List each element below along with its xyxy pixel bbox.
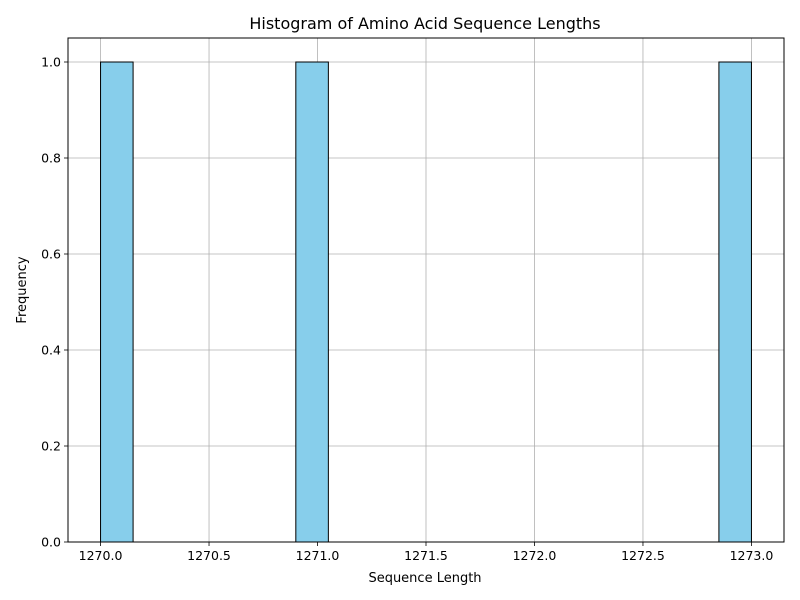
x-tick-label: 1270.0 <box>79 548 123 563</box>
x-tick-label: 1271.0 <box>296 548 340 563</box>
histogram-bar <box>295 61 329 543</box>
chart-title: Histogram of Amino Acid Sequence Lengths <box>249 14 600 33</box>
y-tick-label: 0.2 <box>41 439 61 454</box>
y-tick-label: 0.8 <box>41 151 61 166</box>
histogram-bars <box>100 61 752 543</box>
y-axis-ticks: 0.0 0.2 0.4 0.6 0.8 1.0 <box>41 55 68 550</box>
x-tick-label: 1273.0 <box>730 548 774 563</box>
x-axis-ticks: 1270.0 1270.5 1271.0 1271.5 1272.0 1272.5 1273… <box>79 542 774 563</box>
y-tick-label: 0.0 <box>41 535 61 550</box>
x-axis-label: Sequence Length <box>368 571 481 586</box>
y-tick-label: 0.6 <box>41 247 61 262</box>
y-tick-label: 0.4 <box>41 343 61 358</box>
x-tick-label: 1272.5 <box>621 548 665 563</box>
histogram-bar <box>718 61 752 543</box>
x-tick-label: 1271.5 <box>404 548 448 563</box>
histogram-bar <box>100 61 134 543</box>
x-tick-label: 1272.0 <box>513 548 557 563</box>
y-tick-label: 1.0 <box>41 55 61 70</box>
x-tick-label: 1270.5 <box>187 548 231 563</box>
y-axis-label: Frequency <box>15 256 30 323</box>
